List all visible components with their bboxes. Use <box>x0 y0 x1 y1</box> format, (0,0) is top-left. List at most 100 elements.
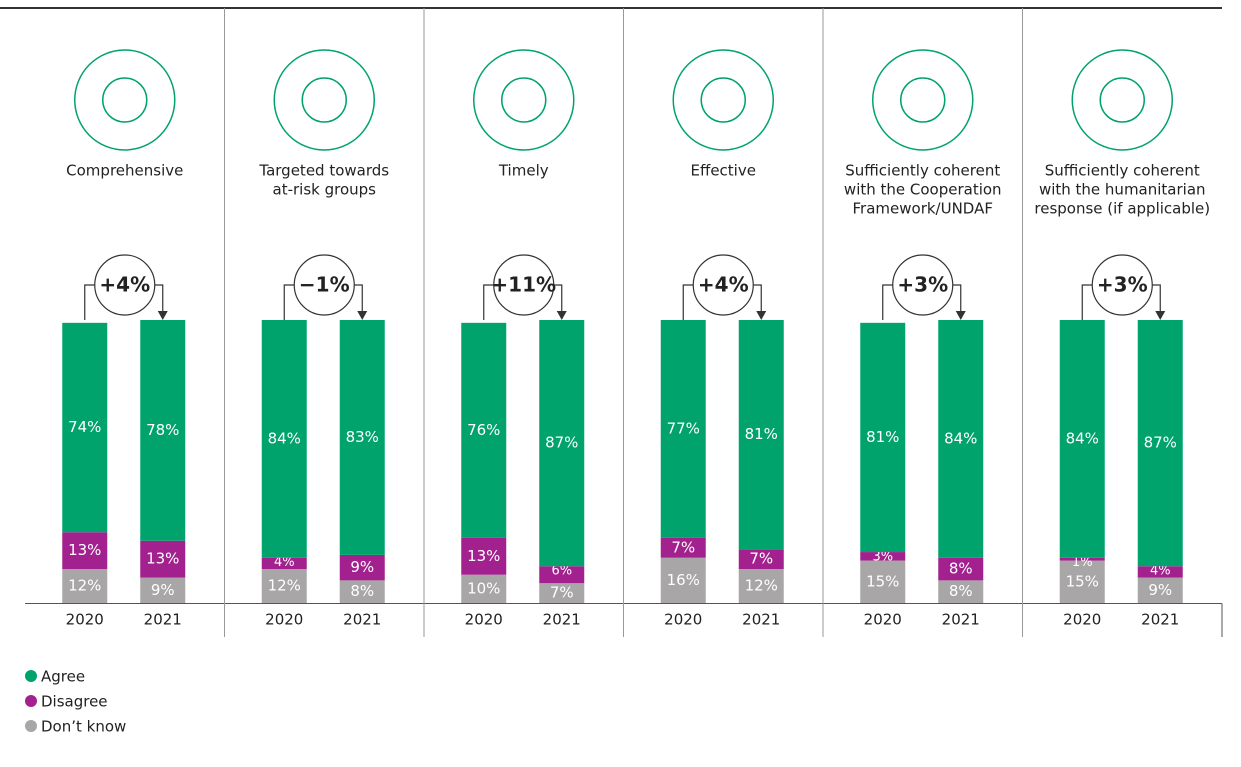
change-connector <box>882 284 962 320</box>
value-label: 12% <box>68 577 101 595</box>
change-label: +3% <box>897 273 948 297</box>
bar-segment <box>461 322 507 538</box>
arrow-head <box>955 311 966 320</box>
x-tick-label: 2021 <box>742 611 780 629</box>
icon-circle <box>1071 49 1173 151</box>
bar-segment <box>738 549 784 570</box>
value-label: 8% <box>949 582 973 600</box>
bar-segment <box>140 577 186 603</box>
panel-title: Sufficiently coherent <box>1045 162 1200 180</box>
value-label: 13% <box>467 547 500 565</box>
bar-segment <box>860 552 906 561</box>
change-label: −1% <box>299 273 350 297</box>
value-label: 8% <box>350 582 374 600</box>
bar-segment <box>1059 560 1105 603</box>
bar-segment <box>1059 557 1105 561</box>
value-label: 4% <box>274 555 295 570</box>
bar-segment <box>140 320 186 541</box>
bar-segment <box>539 583 585 603</box>
x-tick-label: 2020 <box>66 611 104 629</box>
x-tick-label: 2020 <box>864 611 902 629</box>
value-label: 4% <box>1150 564 1171 579</box>
legend-swatch <box>25 695 37 707</box>
bar-segment <box>539 566 585 584</box>
change-circle <box>1091 254 1153 316</box>
icon-inner <box>102 77 148 123</box>
change-label: +4% <box>698 273 749 297</box>
bar-segment <box>938 580 984 603</box>
x-tick-label: 2021 <box>1141 611 1179 629</box>
bar-segment <box>938 557 984 581</box>
bar-segment <box>461 537 507 575</box>
x-tick-label: 2020 <box>265 611 303 629</box>
panel-title: at-risk groups <box>273 181 377 199</box>
value-label: 77% <box>667 419 700 437</box>
change-label: +3% <box>1097 273 1148 297</box>
x-tick-label: 2020 <box>1063 611 1101 629</box>
value-label: 15% <box>866 572 899 590</box>
legend-label: Don’t know <box>41 718 126 736</box>
panel-title: Timely <box>498 162 549 180</box>
value-label: 81% <box>745 425 778 443</box>
panel-title: Comprehensive <box>66 162 183 180</box>
value-label: 9% <box>350 558 374 576</box>
value-label: 87% <box>545 434 578 452</box>
icon-inner <box>900 77 946 123</box>
bar-segment <box>339 554 385 581</box>
value-label: 81% <box>866 428 899 446</box>
value-label: 15% <box>1066 572 1099 590</box>
x-tick-label: 2020 <box>664 611 702 629</box>
icon-circle <box>872 49 974 151</box>
icon-inner <box>501 77 547 123</box>
change-circle <box>892 254 954 316</box>
bar-segment <box>738 569 784 603</box>
bar-segment <box>1059 320 1105 558</box>
value-label: 84% <box>944 429 977 447</box>
legend-label: Agree <box>41 668 85 686</box>
legend-swatch <box>25 720 37 732</box>
bar-segment <box>660 557 706 603</box>
x-tick-label: 2020 <box>465 611 503 629</box>
bar-segment <box>339 320 385 555</box>
value-label: 12% <box>268 577 301 595</box>
arrow-head <box>556 311 567 320</box>
panel-title: with the humanitarian <box>1039 181 1206 199</box>
bar-segment <box>261 569 307 603</box>
change-connector <box>283 284 363 320</box>
icon-circle <box>473 49 575 151</box>
change-connector <box>483 284 563 320</box>
value-label: 74% <box>68 418 101 436</box>
change-label: +11% <box>491 273 556 297</box>
value-label: 78% <box>146 421 179 439</box>
panel-title: response (if applicable) <box>1034 200 1210 218</box>
icon-inner <box>1099 77 1145 123</box>
bar-segment <box>339 580 385 603</box>
bar-segment <box>1137 577 1183 603</box>
x-tick-label: 2021 <box>144 611 182 629</box>
value-label: 1% <box>1072 555 1093 570</box>
bar-segment <box>860 322 906 553</box>
bar-segment <box>1137 566 1183 578</box>
panel-title: Effective <box>691 162 756 180</box>
change-connector <box>1081 284 1161 320</box>
value-label: 76% <box>467 421 500 439</box>
icon-circle <box>273 49 375 151</box>
legend-label: Disagree <box>41 693 108 711</box>
bar-segment <box>62 569 108 603</box>
value-label: 8% <box>949 560 973 578</box>
arrow-head <box>357 311 368 320</box>
bar-segment <box>261 557 307 570</box>
bar-segment <box>62 322 108 533</box>
panel-title: Targeted towards <box>258 162 389 180</box>
icon-circle <box>672 49 774 151</box>
arrow-head <box>1155 311 1166 320</box>
change-circle <box>692 254 754 316</box>
change-circle <box>94 254 156 316</box>
change-connector <box>682 284 762 320</box>
change-label: +4% <box>99 273 150 297</box>
bar-segment <box>860 560 906 603</box>
value-label: 12% <box>745 577 778 595</box>
panel-title: Framework/UNDAF <box>853 200 993 218</box>
bar-segment <box>660 537 706 558</box>
